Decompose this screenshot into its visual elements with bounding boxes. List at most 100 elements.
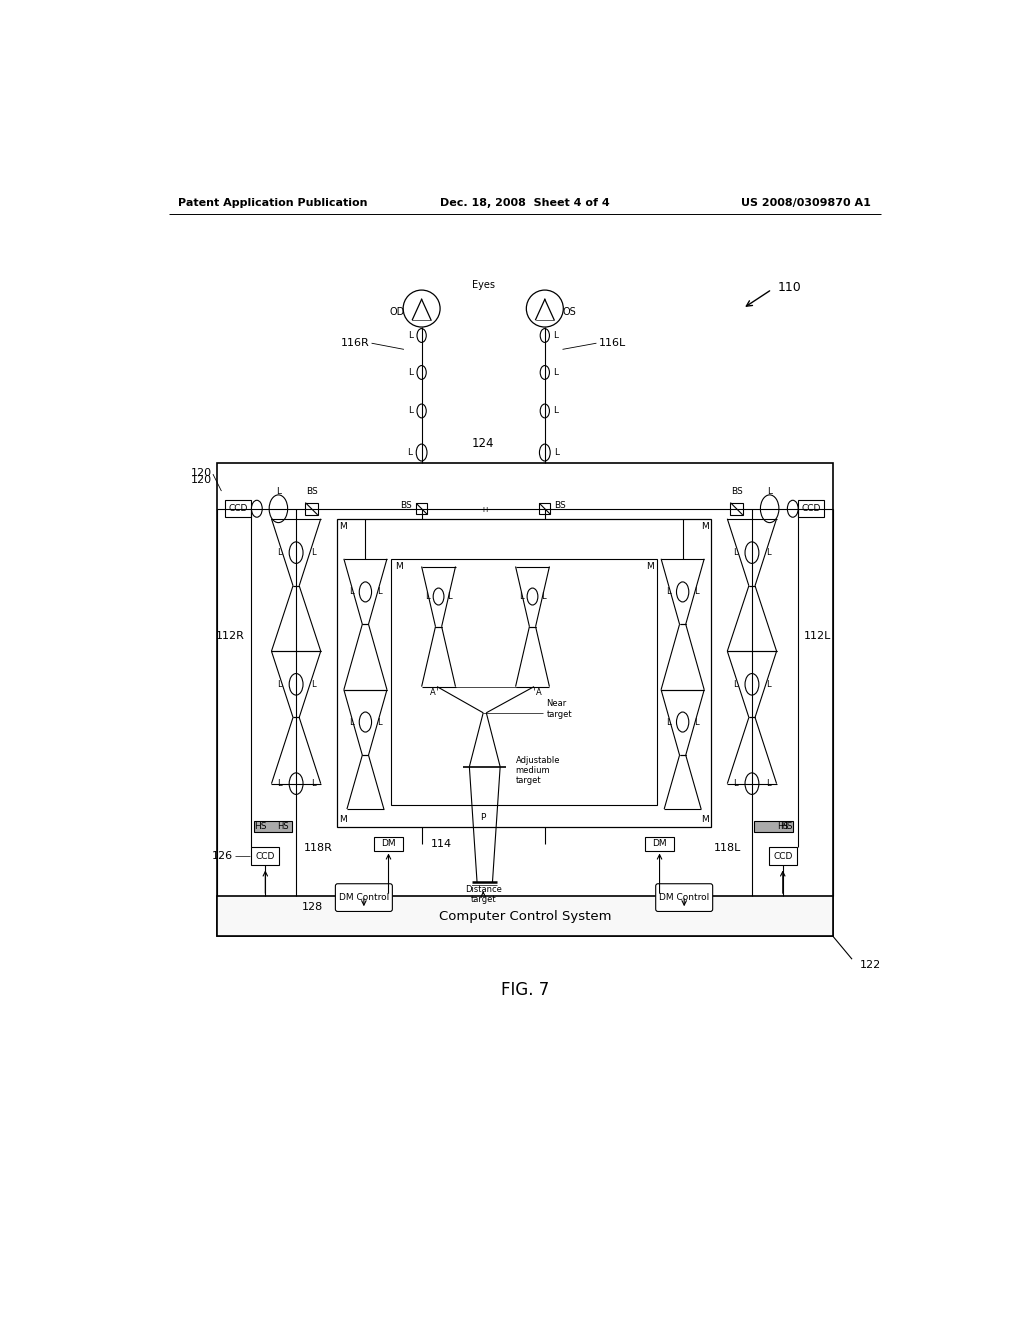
Text: L: L — [554, 447, 559, 457]
Text: L: L — [767, 680, 771, 689]
Text: US 2008/0309870 A1: US 2008/0309870 A1 — [741, 198, 871, 209]
Ellipse shape — [417, 404, 426, 418]
Ellipse shape — [289, 774, 303, 795]
Bar — [798, 500, 824, 517]
Text: L: L — [310, 779, 315, 788]
Bar — [254, 821, 292, 832]
Text: OD: OD — [389, 306, 404, 317]
Ellipse shape — [527, 589, 538, 605]
Text: L: L — [767, 487, 772, 496]
Ellipse shape — [540, 444, 550, 461]
Ellipse shape — [417, 366, 426, 379]
FancyBboxPatch shape — [655, 884, 713, 911]
Ellipse shape — [745, 543, 759, 564]
Bar — [305, 503, 317, 515]
Text: 116L: 116L — [599, 338, 626, 348]
Text: 126: 126 — [212, 851, 233, 861]
Text: Patent Application Publication: Patent Application Publication — [178, 198, 368, 209]
Text: L: L — [767, 548, 771, 557]
Text: Eyes: Eyes — [472, 280, 495, 290]
Text: 112L: 112L — [804, 631, 830, 640]
Ellipse shape — [541, 404, 550, 418]
Text: 124: 124 — [472, 437, 495, 450]
Text: L: L — [667, 718, 671, 726]
Text: HS: HS — [777, 822, 788, 832]
Text: L: L — [276, 779, 282, 788]
Text: 114: 114 — [431, 838, 452, 849]
Text: BS: BS — [731, 487, 742, 496]
Bar — [540, 503, 550, 515]
Text: A: A — [429, 688, 435, 697]
Text: A: A — [536, 688, 542, 697]
Text: H: H — [482, 507, 487, 513]
Text: DM: DM — [652, 840, 667, 849]
Text: HS: HS — [254, 822, 266, 832]
Ellipse shape — [745, 774, 759, 795]
Ellipse shape — [269, 495, 288, 523]
Text: 118L: 118L — [714, 842, 741, 853]
Bar — [252, 847, 280, 866]
Text: L: L — [276, 680, 282, 689]
Text: 112R: 112R — [216, 631, 245, 640]
Text: L: L — [275, 487, 281, 496]
Text: L: L — [541, 593, 546, 601]
Ellipse shape — [417, 329, 426, 342]
Text: 110: 110 — [777, 281, 801, 294]
FancyBboxPatch shape — [336, 884, 392, 911]
Text: L: L — [553, 331, 558, 341]
Bar — [217, 896, 833, 936]
Circle shape — [403, 290, 440, 327]
Text: L: L — [349, 587, 354, 597]
Text: L: L — [409, 407, 414, 416]
Text: Computer Control System: Computer Control System — [438, 909, 611, 923]
Circle shape — [526, 290, 563, 327]
Text: Dec. 18, 2008  Sheet 4 of 4: Dec. 18, 2008 Sheet 4 of 4 — [440, 198, 609, 209]
Text: L: L — [553, 368, 558, 378]
Text: CCD: CCD — [802, 504, 821, 513]
Text: DM: DM — [381, 840, 396, 849]
Bar — [391, 558, 657, 805]
Text: L: L — [377, 587, 382, 597]
Bar — [769, 847, 797, 866]
Ellipse shape — [761, 495, 779, 523]
Text: L: L — [409, 331, 414, 341]
Text: 116R: 116R — [341, 338, 370, 348]
Text: L: L — [276, 548, 282, 557]
Text: P: P — [480, 813, 486, 822]
Text: Distance
target: Distance target — [465, 884, 502, 904]
Text: OS: OS — [562, 306, 577, 317]
Ellipse shape — [787, 500, 798, 517]
Text: L: L — [553, 407, 558, 416]
Bar — [755, 821, 793, 832]
Text: M: M — [339, 814, 347, 824]
Text: FIG. 7: FIG. 7 — [501, 981, 549, 999]
Text: 118R: 118R — [303, 842, 333, 853]
Text: M: M — [339, 521, 347, 531]
Text: BS: BS — [554, 502, 566, 510]
Text: HS: HS — [276, 822, 289, 832]
Text: Near
target: Near target — [547, 700, 572, 718]
Text: CCD: CCD — [773, 851, 793, 861]
Ellipse shape — [745, 673, 759, 696]
Ellipse shape — [359, 711, 372, 733]
Text: M: M — [701, 521, 709, 531]
Text: L: L — [425, 593, 430, 601]
Text: L: L — [733, 548, 737, 557]
Ellipse shape — [289, 543, 303, 564]
Text: Adjustable
medium
target: Adjustable medium target — [515, 755, 560, 785]
Ellipse shape — [541, 329, 550, 342]
Bar — [225, 500, 252, 517]
Text: L: L — [408, 447, 413, 457]
Text: M: M — [646, 562, 653, 572]
Ellipse shape — [252, 500, 262, 517]
Text: DM Control: DM Control — [339, 894, 389, 902]
Bar — [374, 837, 403, 850]
Bar — [730, 503, 742, 515]
Text: CCD: CCD — [256, 851, 275, 861]
Bar — [217, 462, 833, 936]
Text: 122: 122 — [860, 961, 881, 970]
Bar — [337, 519, 711, 826]
Text: L: L — [310, 680, 315, 689]
Text: BS: BS — [305, 487, 317, 496]
Ellipse shape — [416, 444, 427, 461]
